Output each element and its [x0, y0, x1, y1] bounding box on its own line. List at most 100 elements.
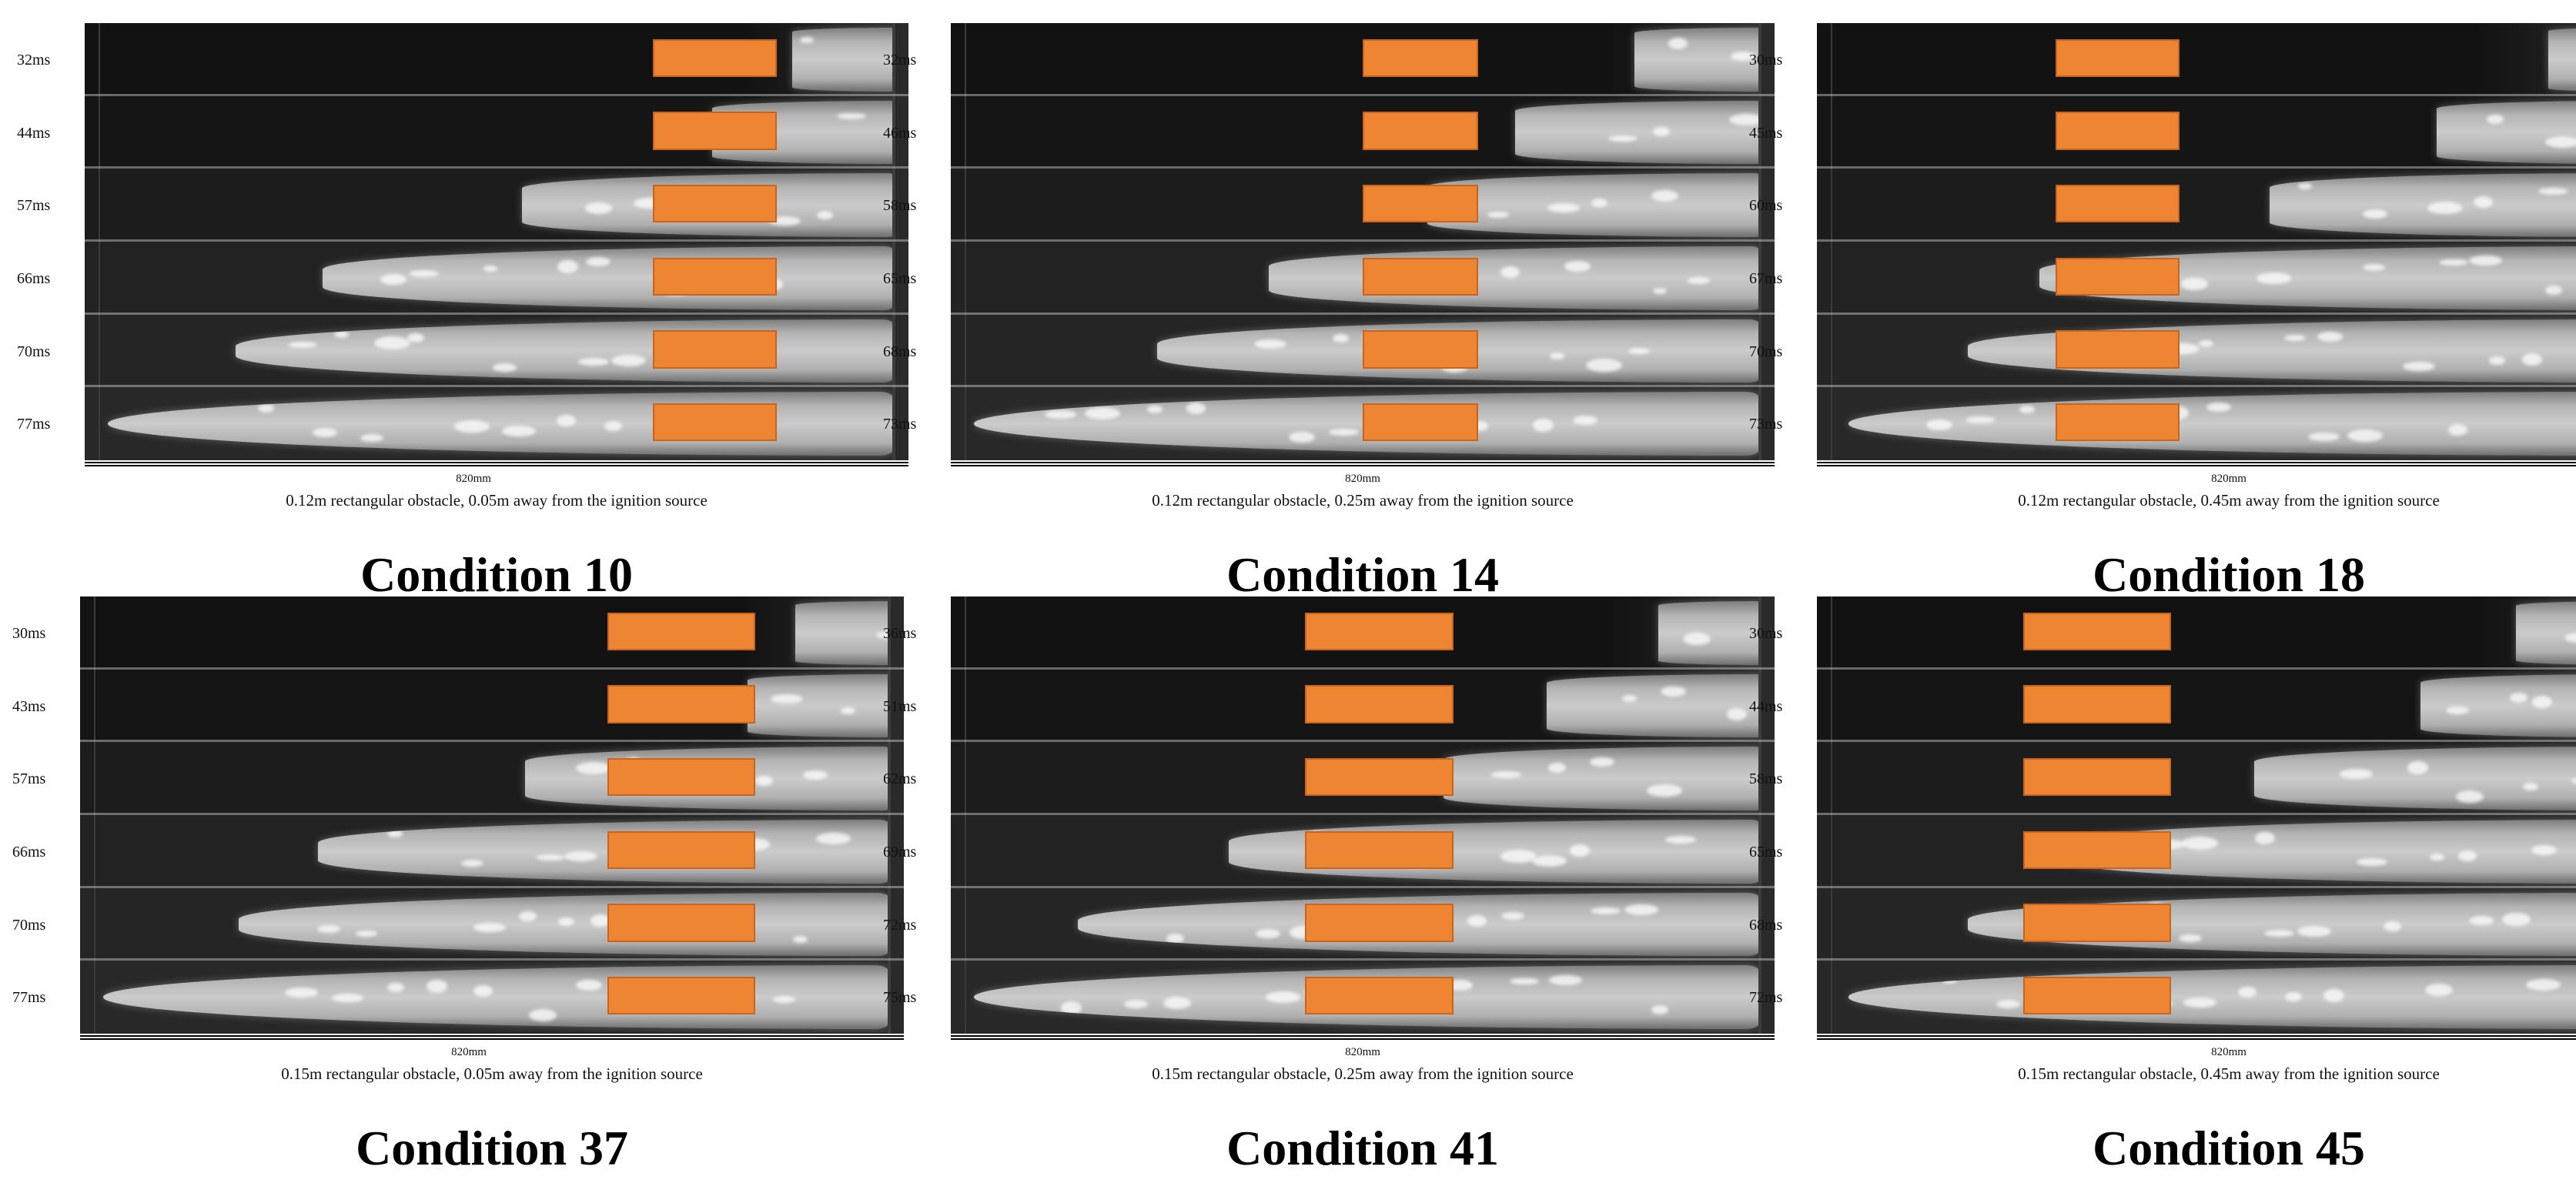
flame-luminous-patch: [1490, 770, 1521, 778]
strip-background: [1817, 597, 2576, 670]
flame-luminous-patch: [1123, 999, 1148, 1008]
flame-image-sequence: [1817, 597, 2576, 1034]
time-label: 69ms: [883, 843, 917, 861]
flame-luminous-patch: [564, 851, 598, 862]
rectangular-obstacle: [1363, 330, 1478, 369]
flame-luminous-patch: [408, 270, 439, 278]
tube-edge: [99, 95, 100, 169]
flame-luminous-patch: [2457, 850, 2477, 861]
flame-front: [1547, 673, 1761, 738]
flame-luminous-patch: [817, 211, 834, 220]
tube-edge: [94, 815, 95, 888]
flame-luminous-patch: [1289, 432, 1316, 443]
time-frame-strip: [85, 23, 908, 96]
flame-luminous-patch: [373, 336, 410, 349]
flame-luminous-patch: [2564, 633, 2576, 643]
tube-end-wall: [888, 742, 891, 815]
tube-edge: [99, 314, 100, 388]
time-frame-strip: [85, 95, 908, 169]
strip-separator: [1817, 385, 2576, 388]
flame-luminous-patch: [1487, 211, 1510, 218]
flame-luminous-patch: [2206, 403, 2232, 413]
flame-luminous-patch: [2264, 929, 2295, 937]
flame-luminous-patch: [1621, 694, 1637, 702]
flame-luminous-patch: [473, 984, 493, 997]
flame-luminous-patch: [1147, 405, 1163, 413]
tube-end-shadow: [895, 23, 908, 96]
time-label: 30ms: [1749, 624, 1783, 642]
condition-panel: 36ms 51ms 62ms 69ms 72ms 75ms 820mm 0.15m recta…: [883, 597, 1775, 1175]
flame-luminous-patch: [386, 830, 403, 838]
flame-luminous-patch: [2019, 405, 2036, 413]
flame-luminous-patch: [2284, 335, 2307, 342]
flame-luminous-patch: [493, 363, 517, 372]
time-frame-strip: [80, 597, 904, 670]
tube-end-shadow: [891, 669, 904, 743]
flame-luminous-patch: [2455, 790, 2484, 804]
tube-end-wall: [888, 815, 891, 888]
time-frame-strip: [951, 815, 1775, 888]
flame-luminous-patch: [578, 358, 610, 366]
tube-edge: [965, 169, 966, 242]
flame-luminous-patch: [1132, 902, 1146, 909]
tube-edge: [1831, 961, 1832, 1034]
rectangular-obstacle: [653, 112, 777, 150]
time-label: 60ms: [1749, 197, 1783, 215]
flame-luminous-patch: [1328, 429, 1359, 436]
flame-luminous-patch: [611, 354, 647, 366]
flame-luminous-patch: [1653, 127, 1671, 137]
flame-luminous-patch: [770, 694, 803, 704]
tube-edge: [1831, 95, 1832, 169]
time-frame-strip: [951, 887, 1775, 961]
flame-luminous-patch: [2340, 769, 2374, 780]
condition-panel: 30ms 43ms 57ms 66ms 70ms 77ms 820mm 0.15m recta…: [12, 597, 904, 1175]
condition-title: Condition 45: [2093, 1121, 2365, 1175]
time-label: 66ms: [17, 269, 51, 287]
flame-luminous-patch: [1727, 708, 1748, 721]
flame-luminous-patch: [2254, 831, 2275, 844]
time-label: 30ms: [12, 624, 46, 642]
flame-luminous-patch: [2474, 196, 2494, 209]
strip-separator: [1817, 812, 2576, 815]
flame-front: [1634, 28, 1761, 92]
time-frame-strip: [951, 242, 1775, 315]
flame-luminous-patch: [454, 419, 490, 433]
tube-edge: [1831, 742, 1832, 815]
flame-luminous-patch: [1628, 347, 1651, 354]
flame-luminous-patch: [1501, 912, 1525, 921]
tube-end-wall: [1758, 597, 1761, 670]
rectangular-obstacle: [2056, 330, 2180, 369]
condition-panel: 30ms 44ms 58ms 65ms 68ms 72ms 820mm 0.15m recta…: [1749, 597, 2576, 1175]
flame-luminous-patch: [2363, 264, 2386, 272]
tube-edge: [1831, 815, 1832, 888]
flame-luminous-patch: [2297, 926, 2332, 937]
flame-luminous-patch: [1668, 38, 1688, 50]
flame-front: [2516, 601, 2576, 665]
flame-front: [1514, 100, 1761, 165]
tube-end-wall: [888, 961, 891, 1034]
tube-edge: [965, 23, 966, 96]
time-frame-strip: [85, 314, 908, 388]
tube-edge: [99, 169, 100, 242]
flame-luminous-patch: [380, 273, 406, 285]
rectangular-obstacle: [607, 977, 756, 1015]
strip-separator: [80, 740, 904, 743]
flame-luminous-patch: [406, 333, 424, 343]
flame-front: [795, 601, 891, 665]
tube-end-shadow: [891, 742, 904, 815]
flame-luminous-patch: [2571, 777, 2576, 784]
tube-end-wall: [892, 314, 895, 388]
time-label: 43ms: [12, 697, 46, 715]
time-frame-strip: [951, 597, 1775, 670]
tube-edge: [1831, 597, 1832, 670]
time-label: 51ms: [883, 697, 917, 715]
flame-front: [748, 673, 891, 738]
flame-image-sequence: [951, 23, 1775, 460]
strip-separator: [1817, 885, 2576, 888]
tube-end-shadow: [1761, 887, 1775, 961]
time-label: 72ms: [883, 916, 917, 934]
flame-image-sequence: [85, 23, 908, 460]
tube-end-shadow: [895, 314, 908, 388]
flame-image-sequence: [1817, 23, 2576, 460]
tube-end-wall: [888, 597, 891, 670]
